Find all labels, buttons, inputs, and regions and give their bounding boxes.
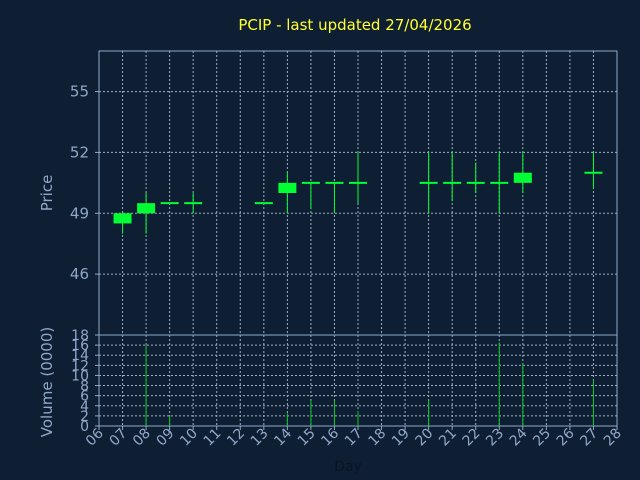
candle-body: [137, 203, 156, 214]
volume-axis-label: Volume (0000): [38, 327, 56, 437]
volume-tick-label: 2: [80, 409, 89, 425]
volume-tick-label: 6: [80, 389, 89, 405]
x-axis-label: Day: [334, 459, 362, 475]
price-tick-label: 55: [70, 83, 89, 101]
candle-body: [513, 172, 532, 183]
price-tick-label: 49: [70, 204, 89, 222]
volume-tick-label: 14: [71, 348, 89, 364]
x-axis-ticks: 06 07 08 09 10 11 12 13 14 15 16 17 18 19 20 21 22 23 24 25…: [83, 425, 625, 449]
price-axis-label: Price: [38, 175, 56, 212]
price-tick-label: 46: [70, 265, 89, 283]
chart-title: PCIP - last updated 27/04/2026: [238, 16, 471, 34]
volume-tick-label: 12: [71, 358, 89, 374]
volume-tick-label: 4: [80, 399, 89, 415]
candle-body: [278, 182, 297, 193]
volume-tick-label: 10: [71, 368, 89, 384]
volume-tick-label: 8: [80, 379, 89, 395]
price-panel: 55 52 49 46: [70, 50, 618, 336]
volume-tick-label: 16: [71, 338, 89, 354]
volume-tick-label: 0: [80, 419, 89, 435]
volume-tick-label: 18: [71, 328, 89, 344]
candle-body: [113, 213, 132, 224]
price-tick-label: 52: [70, 143, 89, 161]
